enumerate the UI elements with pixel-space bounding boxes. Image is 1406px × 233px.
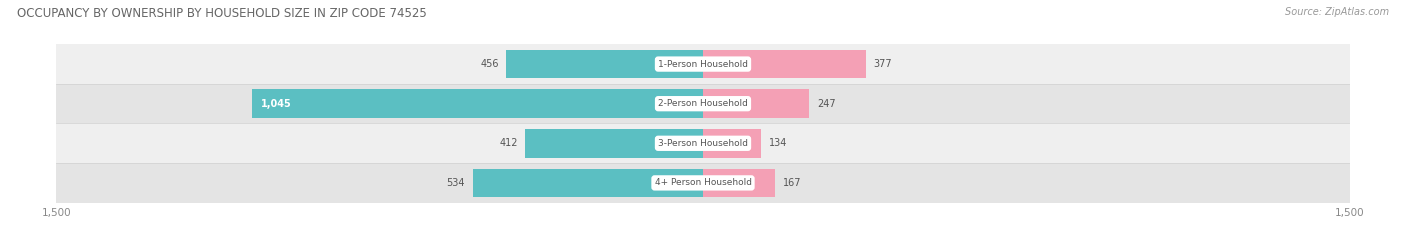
Bar xyxy=(703,169,775,197)
Text: 4+ Person Household: 4+ Person Household xyxy=(655,178,751,187)
Bar xyxy=(472,169,703,197)
Text: 247: 247 xyxy=(817,99,837,109)
Text: 1-Person Household: 1-Person Household xyxy=(658,60,748,69)
Text: 3-Person Household: 3-Person Household xyxy=(658,139,748,148)
Bar xyxy=(56,163,1350,203)
Bar xyxy=(56,44,1350,84)
Text: 134: 134 xyxy=(769,138,787,148)
Text: 377: 377 xyxy=(873,59,891,69)
Bar xyxy=(506,50,703,78)
Bar xyxy=(703,89,810,118)
Text: 2-Person Household: 2-Person Household xyxy=(658,99,748,108)
Text: Source: ZipAtlas.com: Source: ZipAtlas.com xyxy=(1285,7,1389,17)
Text: OCCUPANCY BY OWNERSHIP BY HOUSEHOLD SIZE IN ZIP CODE 74525: OCCUPANCY BY OWNERSHIP BY HOUSEHOLD SIZE… xyxy=(17,7,426,20)
Bar xyxy=(526,129,703,158)
Bar xyxy=(56,123,1350,163)
Text: 534: 534 xyxy=(447,178,465,188)
Bar xyxy=(253,89,703,118)
Bar xyxy=(703,50,866,78)
Text: 456: 456 xyxy=(479,59,499,69)
Text: 167: 167 xyxy=(783,178,801,188)
Bar xyxy=(56,84,1350,123)
Text: 1,045: 1,045 xyxy=(262,99,292,109)
Bar xyxy=(703,129,761,158)
Text: 412: 412 xyxy=(499,138,517,148)
